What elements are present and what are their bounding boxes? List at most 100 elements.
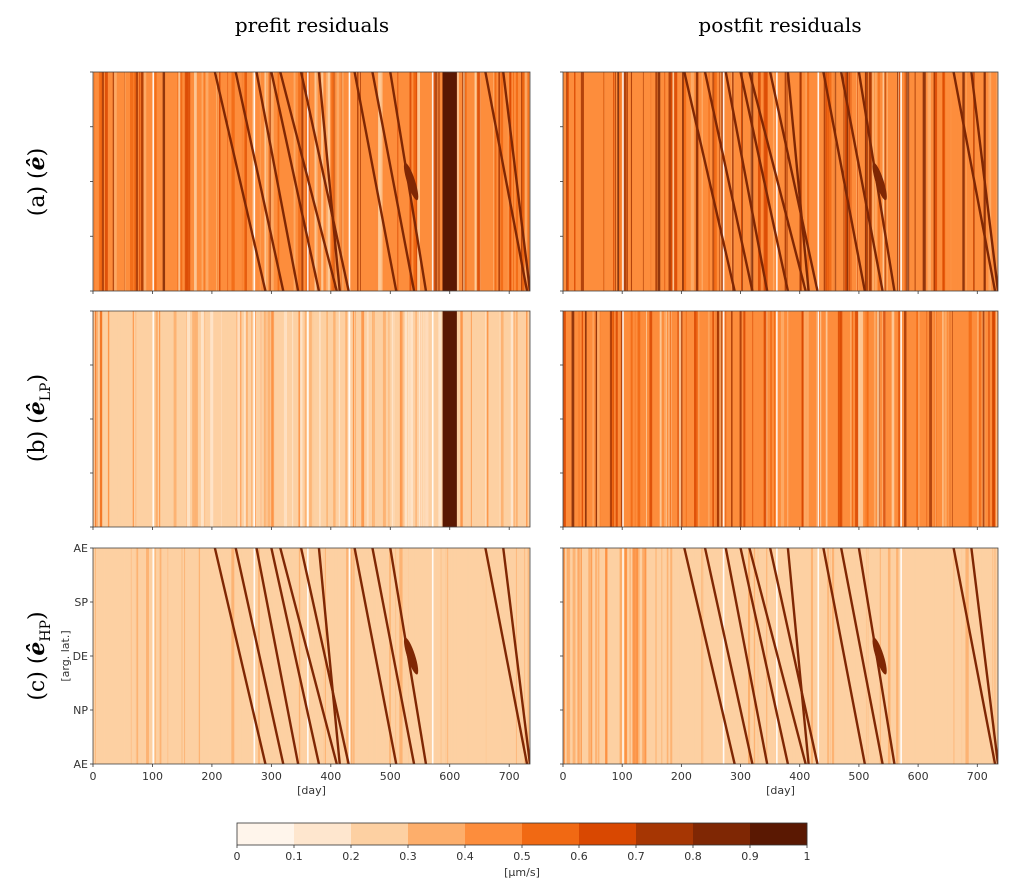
stripe	[883, 311, 886, 527]
colorbar-segment	[294, 823, 352, 845]
stripe	[465, 311, 468, 527]
stripe	[96, 311, 99, 527]
stripe	[780, 311, 785, 527]
stripe	[267, 548, 269, 764]
stripe	[500, 72, 504, 291]
stripe	[231, 72, 235, 291]
stripe	[132, 311, 134, 527]
stripe	[352, 72, 355, 291]
x-tick-label: 500	[380, 770, 401, 783]
stripe	[784, 72, 787, 291]
stripe	[919, 72, 922, 291]
stripe	[884, 72, 886, 291]
colorbar-tick-label: 0.9	[741, 850, 759, 863]
colorbar-segment	[636, 823, 694, 845]
colorbar-segment	[237, 823, 295, 845]
stripe	[827, 548, 831, 764]
diagonal-track	[683, 548, 736, 764]
heatmap-panel-b-prefit	[93, 311, 530, 527]
stripe	[134, 548, 137, 764]
data-gap	[348, 311, 351, 527]
stripe	[112, 72, 115, 291]
heatmap-panel-b-postfit	[563, 311, 998, 527]
stripe	[818, 548, 820, 764]
stripe	[389, 548, 391, 764]
heatmap-panels	[93, 72, 998, 764]
data-gap	[431, 311, 434, 527]
stripe	[486, 311, 489, 527]
stripe	[810, 548, 814, 764]
stripe	[695, 72, 698, 291]
stripe	[166, 311, 170, 527]
stripe	[823, 548, 827, 764]
stripe	[897, 72, 900, 291]
stripe	[603, 72, 606, 291]
stripe	[988, 72, 992, 291]
stripe	[309, 311, 311, 527]
data-gap	[776, 311, 778, 527]
diagonal-track	[255, 72, 300, 291]
stripe	[473, 311, 477, 527]
stripe	[465, 72, 467, 291]
x-tick-label: 500	[848, 770, 869, 783]
diagonal-track	[279, 548, 338, 764]
stripe	[707, 311, 710, 527]
stripe	[612, 72, 615, 291]
stripe	[788, 311, 791, 527]
stripe	[448, 548, 452, 764]
stripe	[752, 311, 754, 527]
stripe	[219, 548, 221, 764]
stripe	[178, 72, 181, 291]
data-gap	[900, 311, 902, 527]
stripe	[434, 72, 438, 291]
stripe	[642, 72, 646, 291]
stripe	[629, 548, 631, 764]
stripe	[316, 548, 320, 764]
stripe	[385, 548, 387, 764]
stripe	[257, 72, 259, 291]
stripe	[301, 548, 303, 764]
stripe	[513, 72, 514, 291]
stripe	[574, 72, 576, 291]
stripe	[823, 72, 826, 291]
stripe	[131, 548, 133, 764]
stripe	[101, 72, 104, 291]
stripe	[934, 548, 937, 764]
stripe	[423, 311, 425, 527]
stripe	[115, 548, 117, 764]
stripe	[629, 311, 633, 527]
colorbar-segment	[522, 823, 580, 845]
stripe	[150, 548, 153, 764]
stripe	[494, 72, 497, 291]
stripe	[677, 548, 680, 764]
stripe	[334, 548, 338, 764]
data-gap	[431, 72, 434, 291]
stripe	[659, 548, 662, 764]
stripe	[161, 311, 163, 527]
stripe	[299, 311, 303, 527]
stripe	[178, 311, 182, 527]
diagonal-track	[299, 548, 350, 764]
x-tick-label: 600	[439, 770, 460, 783]
stripe	[989, 311, 992, 527]
stripe	[128, 548, 132, 764]
stripe	[655, 548, 657, 764]
stripe	[572, 548, 576, 764]
stripe	[972, 311, 976, 527]
stripe	[133, 72, 136, 291]
stripe	[646, 311, 647, 527]
stripe	[485, 311, 487, 527]
stripe	[806, 72, 810, 291]
stripe	[820, 311, 822, 527]
stripe	[196, 311, 200, 527]
stripe	[141, 72, 144, 291]
stripe	[401, 311, 404, 527]
stripe	[737, 548, 739, 764]
stripe	[976, 311, 980, 527]
y-tick-label: DE	[73, 650, 88, 663]
data-gap	[817, 311, 820, 527]
stripe	[135, 72, 139, 291]
stripe	[124, 72, 126, 291]
stripe	[326, 311, 328, 527]
